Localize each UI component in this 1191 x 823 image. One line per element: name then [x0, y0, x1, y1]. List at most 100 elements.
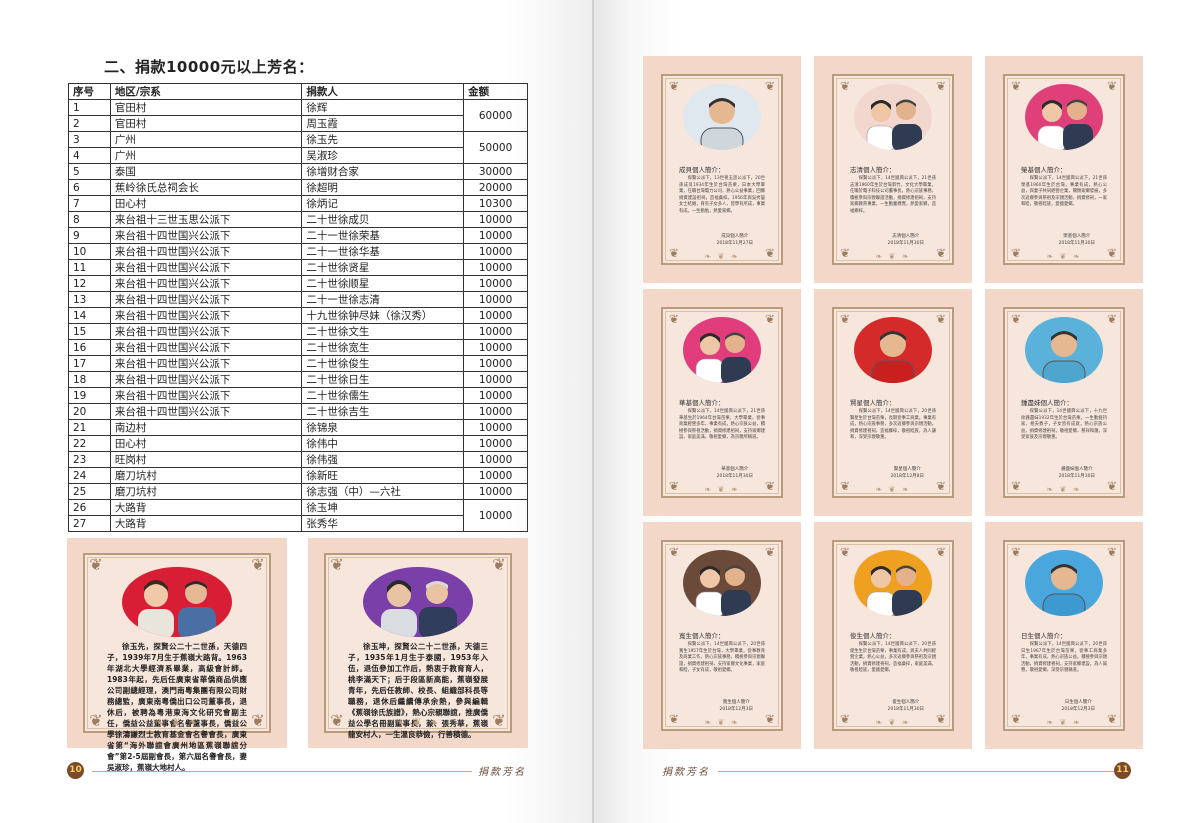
- intro-body: 探賢公派下，14世國興公派下，20世孫俊生生於台灣苗栗，事業有成，與夫人共同經營…: [850, 642, 936, 674]
- corner-ornament-icon: ❦: [1010, 479, 1022, 493]
- cell-area: 来台祖十三世玉思公派下: [109, 211, 303, 228]
- table-row: 1 官田村 徐辉 60000: [68, 99, 528, 132]
- cell-no: 26: [68, 499, 111, 516]
- cell-no: 24: [68, 467, 111, 484]
- cell-area: 来台祖十四世国兴公派下: [109, 291, 303, 308]
- bottom-ornament-icon: ❧ ❦ ❧: [875, 485, 911, 494]
- cell-donor: 徐新旺: [301, 467, 465, 484]
- intro-signature: 鍾盡妹個人簡介 2018年11月30日: [1058, 467, 1095, 479]
- cell-no: 17: [68, 355, 111, 372]
- cell-amount: 10300: [463, 195, 528, 212]
- intro-body: 探賢公派下，14世國興公派下，20世孫賢星生於台灣苗栗，長期從事工商業，事業有成…: [850, 409, 936, 441]
- cell-no: 8: [68, 211, 111, 228]
- cell-no: 6: [68, 179, 111, 196]
- intro-panel: ❦ ❦ ❦ ❦ 寬生個人簡介： 探賢公派下，14世國興公派下，20世孫寬生1957年生於台…: [643, 522, 801, 749]
- cell-donor: 十九世徐钟尽妹（徐汉秀）: [301, 307, 465, 324]
- corner-ornament-icon: ❦: [839, 479, 851, 493]
- cell-donor: 二十一世徐华基: [301, 243, 465, 260]
- intro-title: 志清個人簡介：: [850, 166, 896, 174]
- left-page: 二、捐款10000元以上芳名： 序号 地区/宗系 捐款人 金额 1 官田村 徐辉 60…: [0, 0, 594, 823]
- cell-no: 19: [68, 387, 111, 404]
- intro-panel: ❦ ❦ ❦ ❦ 華基個人簡介： 探賢公派下，14世國興公派下，21世孫華基生於1964年台…: [643, 289, 801, 516]
- intro-body: 探賢公派下，14世國興公派下，20世孫日生1967年生於台灣苗栗，從事工商業多年…: [1021, 642, 1107, 674]
- cell-donor: 二十世徐贤星: [301, 259, 465, 276]
- cell-donor: 二十世徐成贝: [301, 211, 465, 228]
- cell-area: 大路背: [109, 499, 303, 516]
- table-row: 27 大路背 张秀华: [68, 515, 528, 532]
- corner-ornament-icon: ❦: [935, 479, 947, 493]
- footer-label: 捐款芳名: [478, 767, 526, 778]
- cell-donor: 周玉霞: [301, 115, 465, 132]
- footer-label: 捐款芳名: [662, 767, 710, 778]
- corner-ornament-icon: ❦: [668, 79, 680, 93]
- cell-area: 广州: [109, 147, 303, 164]
- corner-ornament-icon: ❦: [935, 79, 947, 93]
- table-row: 22 田心村 徐伟中 10000: [68, 435, 528, 452]
- cell-area: 来台祖十四世国兴公派下: [109, 355, 303, 372]
- cell-donor: 二十世徐俊生: [301, 355, 465, 372]
- cell-donor: 二十世徐宽生: [301, 339, 465, 356]
- cell-donor: 徐玉坤: [301, 499, 465, 516]
- cell-donor: 徐超明: [301, 179, 465, 196]
- table-row: 12 来台祖十四世国兴公派下 二十世徐顺星 10000: [68, 275, 528, 292]
- table-row: 5 泰国 徐增财合家 30000: [68, 163, 528, 180]
- header-no: 序号: [68, 83, 111, 100]
- bottom-ornament-icon: ❧ ❦ ❧: [1046, 485, 1082, 494]
- intro-card: ❦ ❦ ❦ ❦ 賢星個人簡介： 探賢公派下，14世國興公派下，20世孫賢星生於台灣苗栗，長…: [832, 307, 954, 498]
- section-title: 二、捐款10000元以上芳名：: [104, 58, 314, 76]
- cell-area: 来台祖十四世国兴公派下: [109, 339, 303, 356]
- bio-text: 徐玉先，探賢公二十二世孫，天德四子，1939年7月生于蕉嶺大路背。1963年湖北…: [107, 642, 247, 772]
- cell-area: 来台祖十四世国兴公派下: [109, 227, 303, 244]
- table-row: 7 田心村 徐炳记 10300: [68, 195, 528, 212]
- intro-panel: ❦ ❦ ❦ ❦ 志清個人簡介： 探賢公派下，14世國興公派下，21世孫志清1960年生於台…: [814, 56, 972, 283]
- corner-ornament-icon: ❦: [668, 712, 680, 726]
- cell-donor: 徐志强（中）—六社: [301, 483, 465, 500]
- cell-amount: 10000: [463, 275, 528, 292]
- table-row: 9 来台祖十四世国兴公派下 二十一世徐荣基 10000: [68, 227, 528, 244]
- cell-area: 南边村: [109, 419, 303, 436]
- cell-no: 15: [68, 323, 111, 340]
- intro-card: ❦ ❦ ❦ ❦ 華基個人簡介： 探賢公派下，14世國興公派下，21世孫華基生於1964年台…: [661, 307, 783, 498]
- intro-signature: 寬生個人簡介 2018年12月3日: [719, 700, 753, 712]
- corner-ornament-icon: ❦: [1106, 312, 1118, 326]
- intro-body: 探賢公派下，13世祖玉思公派下，20世孫成貝1934年生於台灣苗栗，日本大學畢業…: [679, 176, 765, 214]
- bio-card-1: ❦ ❦ ❦ ❦ 徐玉先，探賢公二十二世孫，天德四子，1939年7月生于蕉嶺大路背…: [83, 553, 271, 772]
- cell-amount: 10000: [463, 323, 528, 340]
- corner-ornament-icon: ❦: [89, 711, 103, 730]
- cell-area: 来台祖十四世国兴公派下: [109, 259, 303, 276]
- corner-ornament-icon: ❦: [935, 545, 947, 559]
- intro-card: ❦ ❦ ❦ ❦ 榮基個人簡介： 探賢公派下，14世國興公派下，21世孫榮基1960年生於台…: [1003, 74, 1125, 265]
- cell-amount: 10000: [463, 211, 528, 228]
- intro-panel: ❦ ❦ ❦ ❦ 鍾盡妹個人簡介： 探賢公派下，14世國興公派下，十九世徐鍾盡妹1932年生…: [985, 289, 1143, 516]
- bottom-ornament-icon: ❧ ❦ ❧: [1046, 718, 1082, 727]
- header-donor: 捐款人: [301, 83, 465, 100]
- intro-panel: ❦ ❦ ❦ ❦ 榮基個人簡介： 探賢公派下，14世國興公派下，21世孫榮基1960年生於台…: [985, 56, 1143, 283]
- bio-text: 徐玉坤，探賢公二十二世孫，天德三子，1935年1月生于泰國，1953年入伍，退伍…: [348, 642, 488, 739]
- donor-table-body: 1 官田村 徐辉 60000 2 官田村 周玉霞 3 广州 徐玉先 50000 4 广州 吴淑珍 5 泰国 徐增…: [68, 99, 528, 532]
- right-page: ❦ ❦ ❦ ❦ 成貝個人簡介： 探賢公派下，13世祖玉思公派下，20世孫成貝1934年生於…: [594, 0, 1191, 823]
- cell-no: 25: [68, 483, 111, 500]
- cell-no: 7: [68, 195, 111, 212]
- cell-no: 11: [68, 259, 111, 276]
- table-row: 14 来台祖十四世国兴公派下 十九世徐钟尽妹（徐汉秀） 10000: [68, 307, 528, 324]
- table-row: 26 大路背 徐玉坤 10000: [68, 499, 528, 532]
- cell-area: 磨刀坑村: [109, 483, 303, 500]
- corner-ornament-icon: ❦: [839, 545, 851, 559]
- intro-signature: 志清個人簡介 2018年11月30日: [887, 234, 924, 246]
- cell-donor: 徐炳记: [301, 195, 465, 212]
- corner-ornament-icon: ❦: [764, 312, 776, 326]
- corner-ornament-icon: ❦: [764, 712, 776, 726]
- intro-signature: 華基個人簡介 2018年11月30日: [716, 467, 753, 479]
- corner-ornament-icon: ❦: [668, 312, 680, 326]
- corner-ornament-icon: ❦: [839, 79, 851, 93]
- table-row: 8 来台祖十三世玉思公派下 二十世徐成贝 10000: [68, 211, 528, 228]
- corner-ornament-icon: ❦: [1106, 79, 1118, 93]
- cell-amount: 10000: [463, 339, 528, 356]
- cell-amount: 10000: [463, 371, 528, 388]
- cell-no: 22: [68, 435, 111, 452]
- cell-amount: 10000: [463, 451, 528, 468]
- intro-signature: 成貝個人簡介 2018年11月27日: [716, 234, 753, 246]
- intro-card: ❦ ❦ ❦ ❦ 鍾盡妹個人簡介： 探賢公派下，14世國興公派下，十九世徐鍾盡妹1932年生…: [1003, 307, 1125, 498]
- bottom-ornament-icon: ❧ ❦ ❧: [875, 718, 911, 727]
- intro-title: 日生個人簡介：: [1021, 632, 1067, 640]
